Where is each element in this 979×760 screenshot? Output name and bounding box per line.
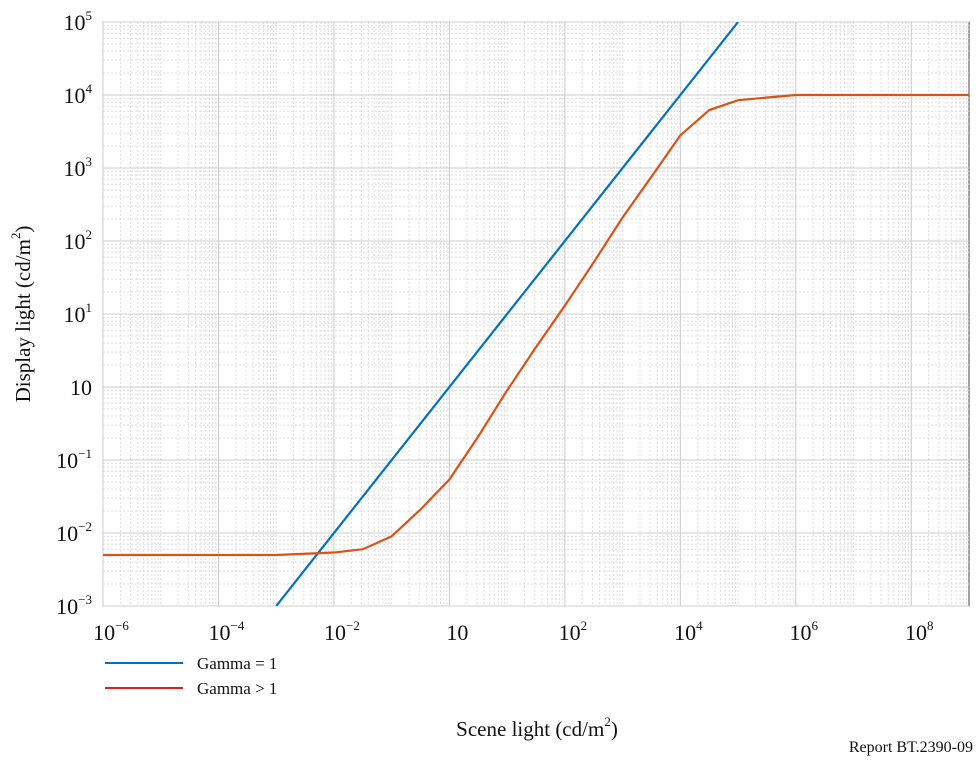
grid: [102, 21, 969, 607]
tick-base: 10: [64, 229, 86, 254]
tick-sup: 1: [86, 300, 93, 315]
tick-label: 108: [905, 618, 934, 645]
tick-sup: −3: [78, 592, 92, 607]
tick-base: 10: [56, 521, 78, 546]
note: Report BT.2390-09: [849, 739, 973, 756]
tick-base: 10: [905, 620, 927, 645]
tick-base: 10: [674, 620, 696, 645]
tick-sup: 2: [86, 227, 93, 242]
tick-label: 102: [64, 227, 93, 254]
tick-base: 10: [64, 83, 86, 108]
tick-label: 10−6: [93, 618, 129, 645]
tick-base: 10: [446, 620, 468, 645]
tick-label: 10: [446, 620, 468, 645]
tick-sup: −2: [78, 519, 92, 534]
axis-label-sup: 2: [604, 714, 611, 729]
legend-label: Gamma = 1: [197, 654, 277, 673]
tick-base: 10: [324, 620, 346, 645]
line-series: [103, 93, 969, 557]
line-series: [275, 22, 739, 606]
tick-label: 102: [559, 618, 588, 645]
axis-label-text: Display light (cd/m: [11, 239, 35, 402]
tick-base: 10: [56, 448, 78, 473]
lines: [103, 22, 969, 606]
tick-label: 10−1: [56, 446, 92, 473]
tick-sup: 8: [927, 618, 934, 633]
tick-label: 10−4: [209, 618, 245, 645]
tick-sup: −2: [346, 618, 360, 633]
tick-label: 106: [790, 618, 819, 645]
tick-label: 104: [674, 618, 703, 645]
tick-base: 10: [209, 620, 231, 645]
axis-label-sup: 2: [8, 233, 23, 240]
tick-sup: −1: [78, 446, 92, 461]
axis-label: Scene light (cd/m2): [456, 714, 618, 741]
tick-sup: 2: [581, 618, 588, 633]
tick-base: 10: [56, 594, 78, 619]
axis-label-end: ): [611, 717, 618, 741]
tick-label: 105: [64, 8, 93, 35]
tick-base: 10: [64, 10, 86, 35]
tick-label: 101: [64, 300, 93, 327]
tick-label: 10−3: [56, 592, 92, 619]
tick-base: 10: [93, 620, 115, 645]
tick-label: 10: [70, 375, 92, 400]
tick-base: 10: [559, 620, 581, 645]
axis-label: Display light (cd/m2): [8, 226, 35, 403]
tick-sup: 3: [86, 154, 93, 169]
legend-label: Gamma > 1: [197, 679, 277, 698]
tick-sup: 6: [812, 618, 819, 633]
tick-sup: 4: [86, 81, 93, 96]
tick-label: 103: [64, 154, 93, 181]
tick-label: 10−2: [324, 618, 360, 645]
tick-base: 10: [64, 156, 86, 181]
axis-label-end: ): [11, 226, 35, 233]
tick-label: 10−2: [56, 519, 92, 546]
tick-sup: −6: [115, 618, 129, 633]
tick-sup: −4: [231, 618, 245, 633]
axis-label-text: Scene light (cd/m: [456, 717, 604, 741]
tick-sup: 5: [86, 8, 93, 23]
labels: 10−6 10−4 10−2 10 102 104 106 10810−310−210−110…: [8, 8, 973, 756]
tick-sup: 4: [696, 618, 703, 633]
tick-base: 10: [70, 375, 92, 400]
tick-base: 10: [64, 302, 86, 327]
tick-base: 10: [790, 620, 812, 645]
tick-label: 104: [64, 81, 93, 108]
